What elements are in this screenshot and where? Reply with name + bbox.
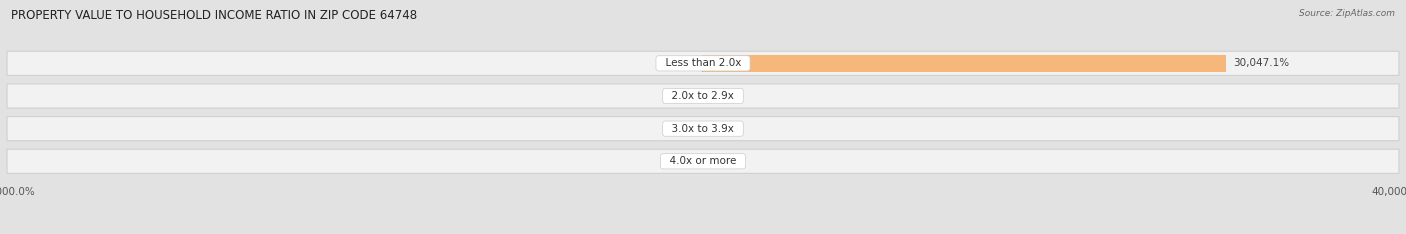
Text: 5.9%: 5.9%: [669, 124, 696, 134]
FancyBboxPatch shape: [7, 117, 1399, 141]
Text: Less than 2.0x: Less than 2.0x: [658, 58, 748, 68]
FancyBboxPatch shape: [7, 84, 1399, 108]
FancyBboxPatch shape: [7, 51, 1399, 75]
Text: 30,047.1%: 30,047.1%: [1233, 58, 1289, 68]
Text: 2.0x to 2.9x: 2.0x to 2.9x: [665, 91, 741, 101]
Text: 4.0x or more: 4.0x or more: [664, 156, 742, 166]
Text: Source: ZipAtlas.com: Source: ZipAtlas.com: [1299, 9, 1395, 18]
Text: 3.0x to 3.9x: 3.0x to 3.9x: [665, 124, 741, 134]
Text: 45.8%: 45.8%: [711, 91, 744, 101]
Text: 24.6%: 24.6%: [662, 156, 696, 166]
Text: 14.1%: 14.1%: [662, 91, 696, 101]
Text: 5.2%: 5.2%: [710, 124, 737, 134]
Bar: [703, 55, 1226, 72]
Text: PROPERTY VALUE TO HOUSEHOLD INCOME RATIO IN ZIP CODE 64748: PROPERTY VALUE TO HOUSEHOLD INCOME RATIO…: [11, 9, 418, 22]
Text: 10.5%: 10.5%: [710, 156, 744, 166]
Text: 54.6%: 54.6%: [662, 58, 695, 68]
FancyBboxPatch shape: [7, 149, 1399, 173]
